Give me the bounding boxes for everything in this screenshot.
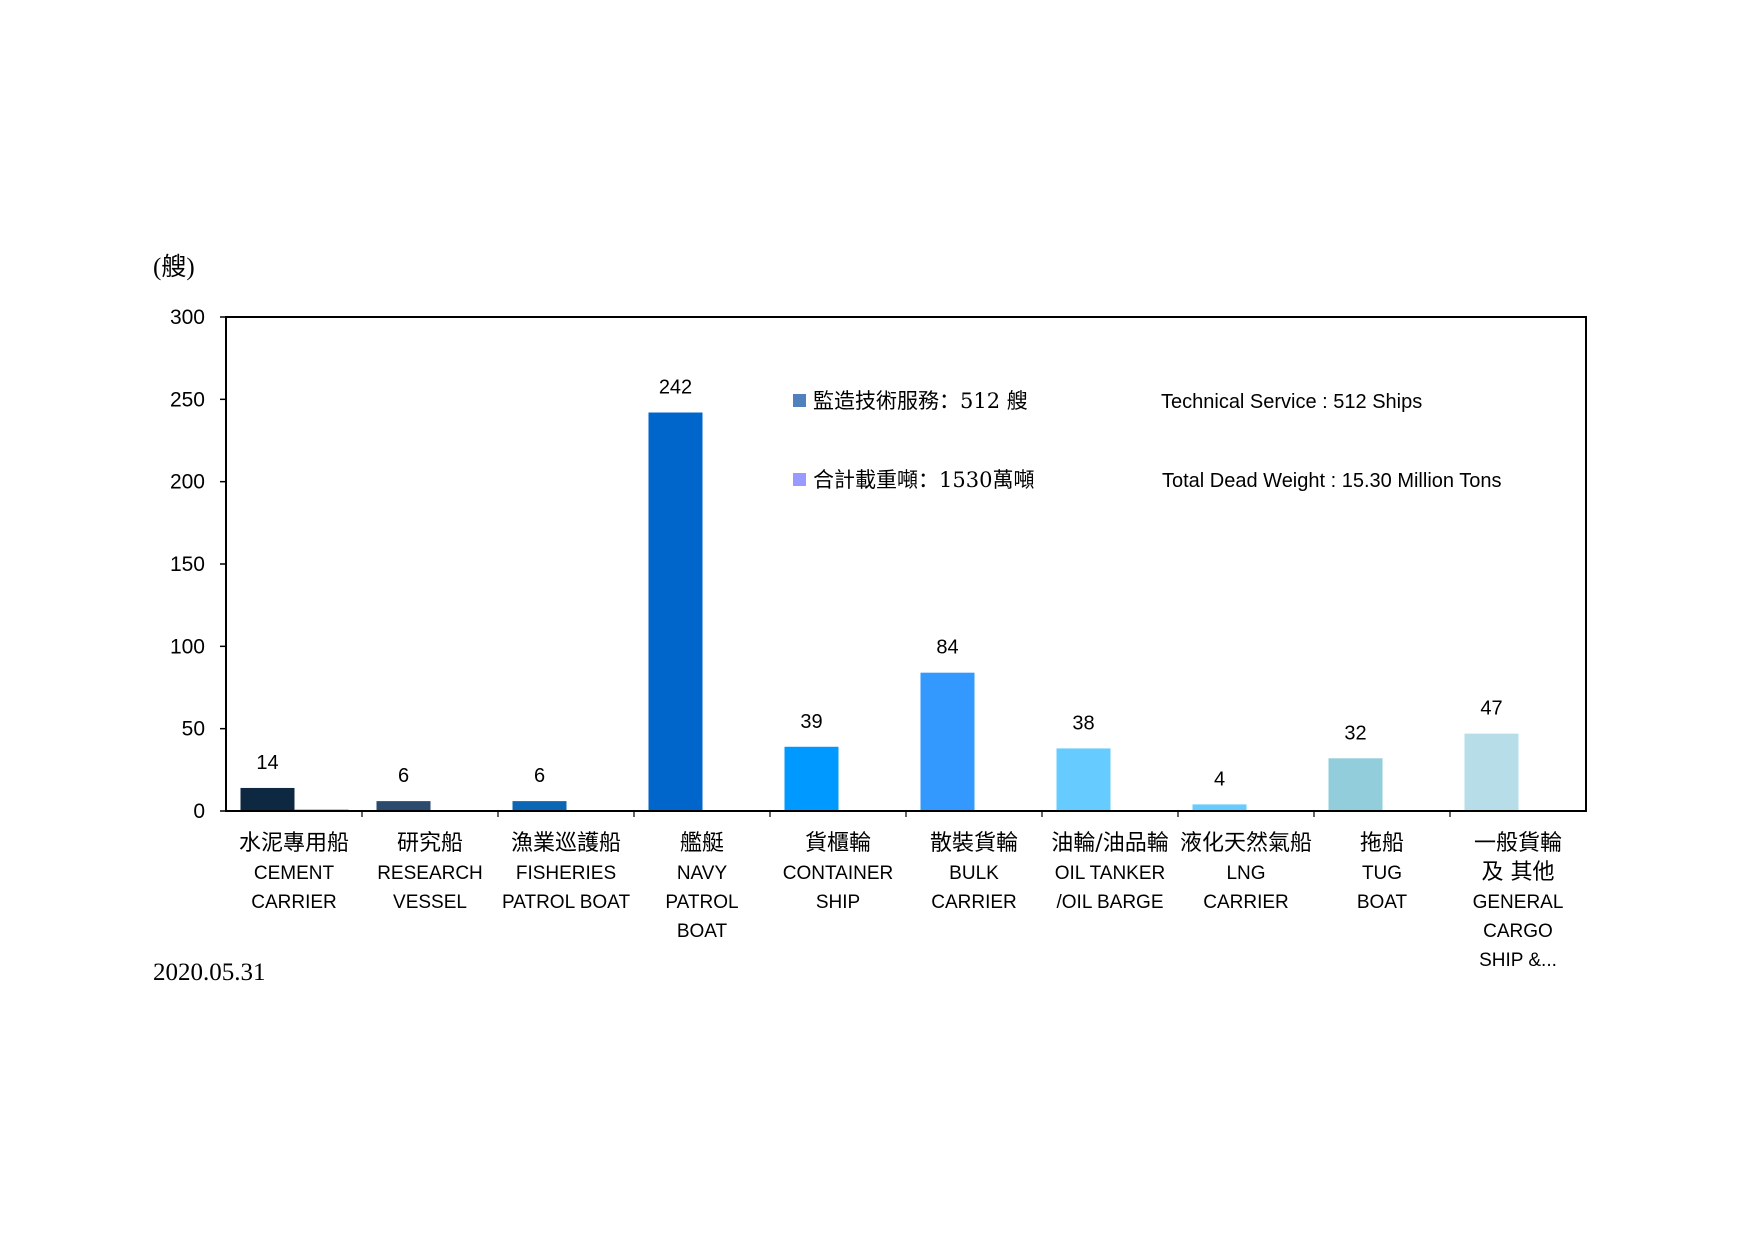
- y-tick-label: 300: [170, 306, 205, 329]
- category-label-cat-10-line-1: 一般貨輪: [1474, 831, 1562, 856]
- y-tick-label: 100: [170, 635, 205, 658]
- category-label-cat-3-line-3: PATROL BOAT: [502, 892, 630, 913]
- bar-series-1-cat-7: [1056, 748, 1111, 811]
- category-label-cat-2-line-1: 研究船: [397, 831, 463, 856]
- category-label-cat-6-line-2: BULK: [949, 863, 999, 884]
- category-label-cat-2-line-3: VESSEL: [393, 892, 467, 913]
- bar-series-1-cat-4: [648, 412, 703, 811]
- category-label-cat-8-line-2: LNG: [1226, 863, 1265, 884]
- y-tick-label: 250: [170, 388, 205, 411]
- data-label-cat-1: 14: [256, 752, 278, 774]
- bar-series-1-cat-5: [784, 746, 839, 811]
- date-footnote: 2020.05.31: [153, 959, 266, 986]
- category-label-cat-6-line-1: 散裝貨輪: [930, 831, 1018, 856]
- data-label-cat-7: 38: [1072, 712, 1094, 734]
- category-label-cat-1-line-1: 水泥專用船: [239, 831, 349, 856]
- category-label-cat-10-line-5: SHIP &...: [1479, 950, 1557, 971]
- y-unit-label: (艘): [153, 253, 195, 281]
- bar-series-1-cat-8: [1192, 804, 1247, 811]
- category-label-cat-4-line-3: PATROL: [665, 892, 738, 913]
- category-label-cat-7-line-3: /OIL BARGE: [1057, 892, 1164, 913]
- category-label-cat-7-line-2: OIL TANKER: [1055, 863, 1166, 884]
- category-label-cat-10-line-4: CARGO: [1483, 921, 1553, 942]
- y-tick-label: 150: [170, 553, 205, 576]
- bar-series-1-cat-2: [376, 801, 431, 811]
- legend-label-technical-service-en: Technical Service : 512 Ships: [1161, 391, 1422, 413]
- bar-series-1-cat-6: [920, 672, 975, 811]
- category-label-cat-4-line-4: BOAT: [677, 921, 728, 942]
- category-label-cat-4-line-1: 艦艇: [680, 831, 724, 856]
- category-label-cat-10-line-2: 及 其他: [1482, 860, 1555, 885]
- category-label-cat-10-line-3: GENERAL: [1473, 892, 1564, 913]
- category-label-cat-5-line-2: CONTAINER: [783, 863, 893, 884]
- legend-label-dead-weight-en: Total Dead Weight : 15.30 Million Tons: [1162, 470, 1501, 492]
- category-label-cat-8-line-3: CARRIER: [1203, 892, 1289, 913]
- category-label-cat-5-line-1: 貨櫃輪: [805, 831, 871, 856]
- plot-frame: [225, 316, 1587, 812]
- category-label-cat-4-line-2: NAVY: [677, 863, 728, 884]
- legend-label-dead-weight: 合計載重噸：1530萬噸: [813, 468, 1034, 492]
- y-tick-label: 50: [182, 718, 205, 741]
- category-label-cat-1-line-2: CEMENT: [254, 863, 335, 884]
- category-label-cat-6-line-3: CARRIER: [931, 892, 1017, 913]
- data-label-cat-3: 6: [534, 765, 545, 787]
- category-label-cat-1-line-3: CARRIER: [251, 892, 337, 913]
- data-label-cat-8: 4: [1214, 768, 1225, 790]
- plot-layer: 0 50 100 150 200 250 300 14 6 6 242 39 84 38 4 32 47 水泥專用…: [170, 306, 1587, 971]
- category-label-cat-2-line-2: RESEARCH: [377, 863, 483, 884]
- data-label-cat-4: 242: [659, 377, 692, 399]
- data-label-cat-6: 84: [936, 637, 958, 659]
- legend: 監造技術服務：512 艘 Technical Service : 512 Shi…: [793, 389, 1501, 492]
- bar-series-1-cat-3: [512, 801, 567, 811]
- category-label-cat-9-line-3: BOAT: [1357, 892, 1408, 913]
- data-label-cat-5: 39: [800, 711, 822, 733]
- data-label-cat-9: 32: [1344, 722, 1366, 744]
- legend-marker-dead-weight: [793, 473, 806, 486]
- category-label-cat-8-line-1: 液化天然氣船: [1180, 831, 1312, 856]
- y-tick-label: 200: [170, 471, 205, 494]
- category-label-cat-3-line-2: FISHERIES: [516, 863, 616, 884]
- legend-label-technical-service: 監造技術服務：512 艘: [813, 389, 1028, 413]
- category-label-cat-5-line-3: SHIP: [816, 892, 860, 913]
- data-label-cat-10: 47: [1480, 698, 1502, 720]
- category-label-cat-9-line-1: 拖船: [1360, 831, 1404, 856]
- bar-series-1-cat-10: [1464, 733, 1519, 811]
- bar-series-1-cat-1: [240, 787, 295, 811]
- data-label-cat-2: 6: [398, 765, 409, 787]
- category-label-cat-9-line-2: TUG: [1362, 863, 1402, 884]
- legend-marker-technical-service: [793, 394, 806, 407]
- category-label-cat-3-line-1: 漁業巡護船: [511, 831, 621, 856]
- bar-series-1-cat-9: [1328, 758, 1383, 811]
- category-label-cat-7-line-1: 油輪/油品輪: [1051, 831, 1168, 856]
- y-tick-label: 0: [193, 800, 205, 823]
